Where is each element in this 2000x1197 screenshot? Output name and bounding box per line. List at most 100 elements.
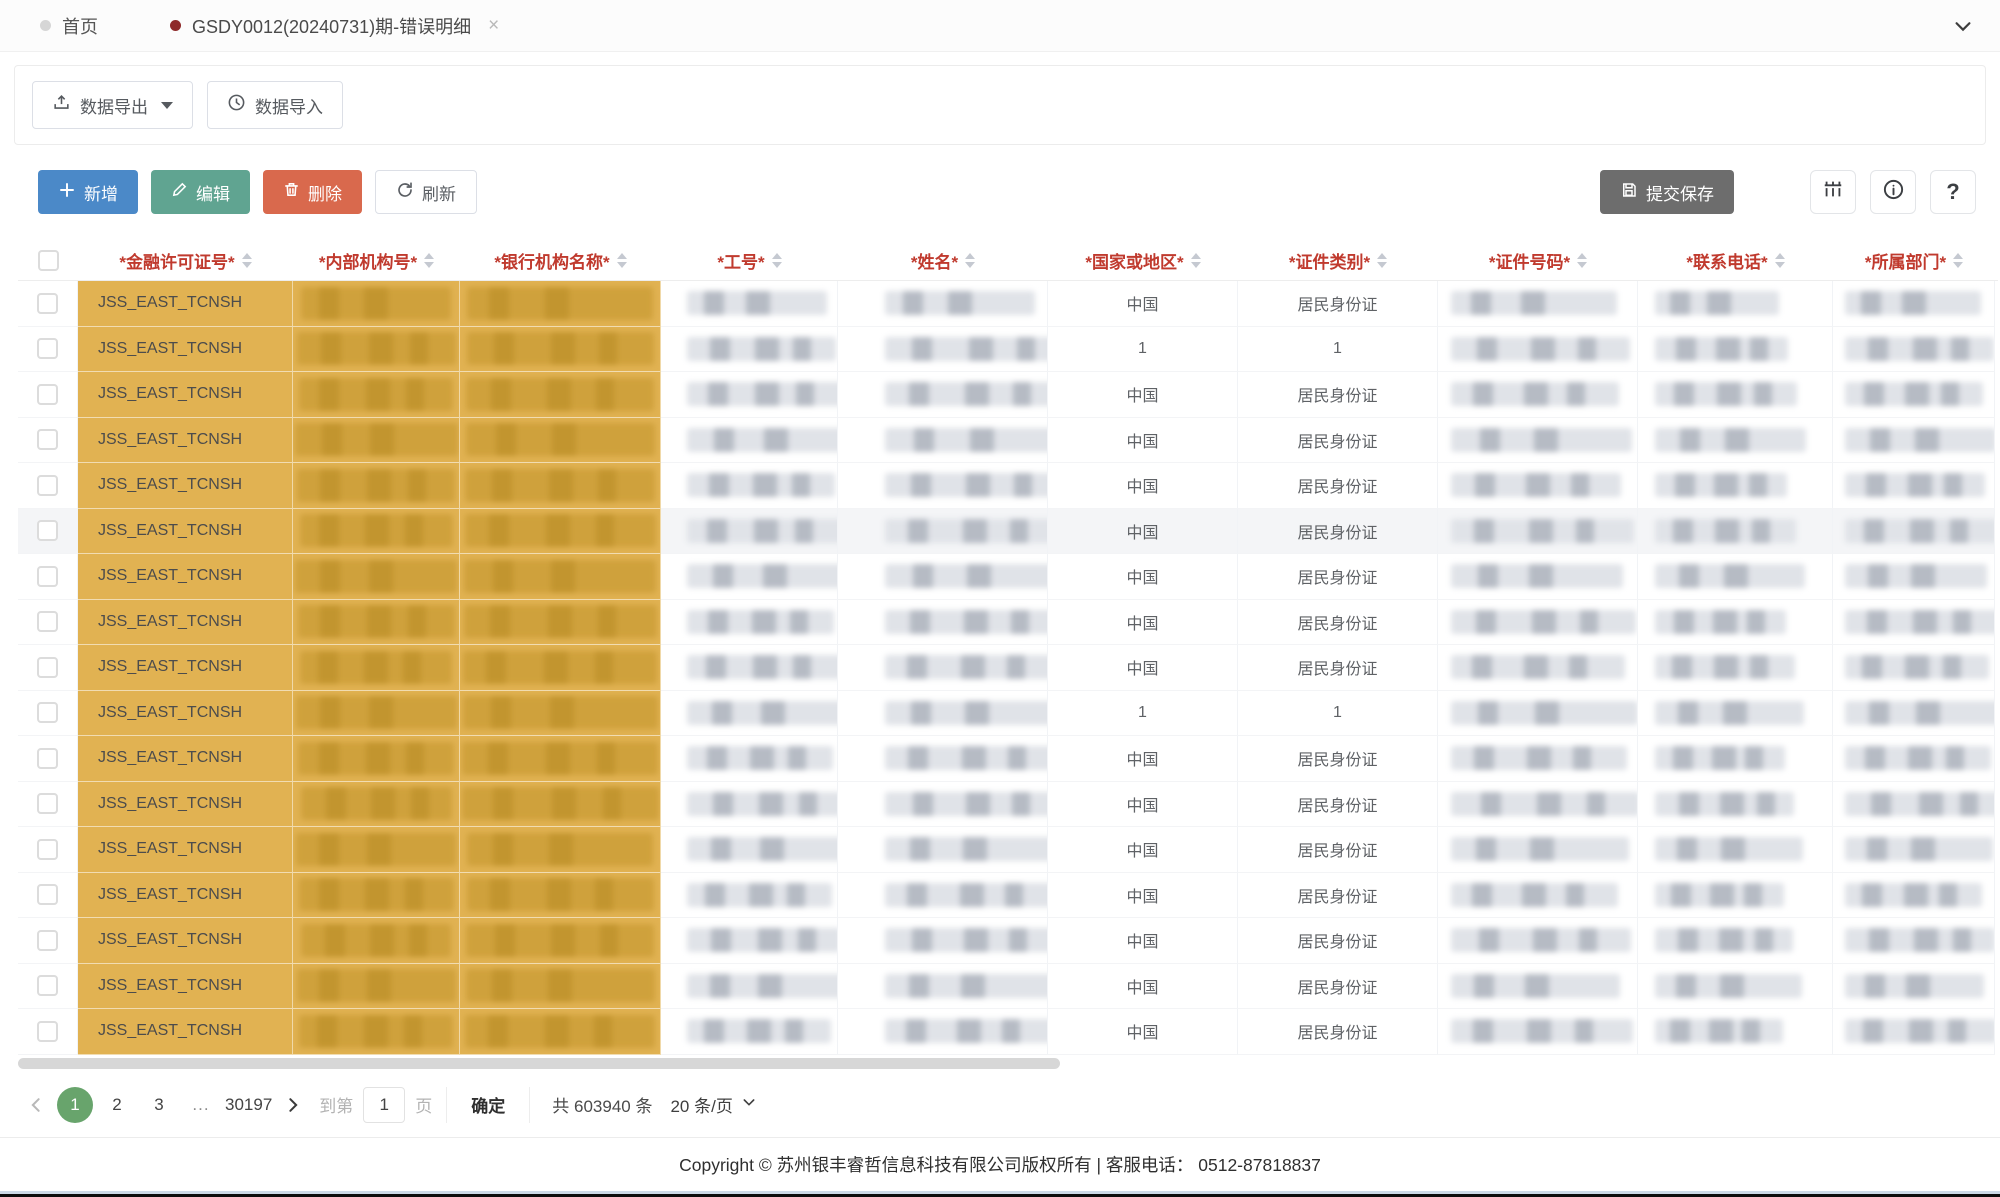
row-checkbox[interactable] (37, 702, 58, 724)
goto-page-input[interactable] (363, 1086, 406, 1123)
submit-save-button[interactable]: 提交保存 (1600, 170, 1734, 214)
scrollbar-thumb[interactable] (18, 1057, 1060, 1069)
sort-icon[interactable] (1577, 253, 1588, 268)
chevron-down-icon[interactable] (1952, 15, 1974, 37)
row-checkbox[interactable] (37, 838, 58, 860)
help-button[interactable]: ? (1930, 170, 1976, 214)
row-checkbox[interactable] (37, 338, 58, 360)
sort-icon[interactable] (424, 253, 435, 268)
page-button-3[interactable]: 3 (154, 1094, 164, 1114)
column-header-3[interactable]: *银行机构名称* (460, 241, 661, 280)
table-row[interactable]: JSS_EAST_TCNSH 1 1 (18, 326, 1998, 372)
table-row[interactable]: JSS_EAST_TCNSH 中国 居民身份证 (18, 599, 1998, 645)
refresh-button[interactable]: 刷新 (375, 170, 477, 214)
sort-icon[interactable] (771, 253, 782, 268)
table-row[interactable]: JSS_EAST_TCNSH 中国 居民身份证 (18, 281, 1998, 327)
table-row[interactable]: JSS_EAST_TCNSH 中国 居民身份证 (18, 872, 1998, 918)
column-label: *证件号码* (1488, 253, 1571, 272)
per-page-select[interactable]: 20 条/页 (670, 1092, 756, 1117)
prev-page-icon[interactable] (20, 1088, 54, 1122)
sort-icon[interactable] (1774, 253, 1785, 268)
column-label: *国家或地区* (1085, 253, 1184, 272)
table-row[interactable]: JSS_EAST_TCNSH 中国 居民身份证 (18, 463, 1998, 509)
edit-button[interactable]: 编辑 (151, 170, 250, 214)
sort-icon[interactable] (1377, 253, 1388, 268)
row-checkbox[interactable] (37, 611, 58, 633)
tab-home[interactable]: 首页 (30, 0, 108, 51)
confirm-button[interactable]: 确定 (446, 1086, 531, 1123)
sort-icon[interactable] (965, 253, 976, 268)
redacted-value (687, 473, 835, 498)
column-header-9[interactable]: *联系电话* (1638, 241, 1833, 280)
phone-cell (1638, 599, 1833, 645)
row-checkbox[interactable] (37, 429, 58, 451)
row-checkbox[interactable] (37, 383, 58, 405)
row-checkbox[interactable] (37, 565, 58, 587)
table-body: JSS_EAST_TCNSH 中国 居民身份证 JSS_EAST_TCNSH 1 1 JSS… (18, 281, 1998, 1055)
table-row[interactable]: JSS_EAST_TCNSH 中国 居民身份证 (18, 963, 1998, 1009)
page-button-2[interactable]: 2 (112, 1094, 122, 1114)
delete-button[interactable]: 删除 (263, 170, 362, 214)
row-checkbox[interactable] (37, 884, 58, 906)
next-page-icon[interactable] (275, 1088, 309, 1122)
page-button-1[interactable]: 1 (57, 1086, 93, 1123)
table-row[interactable]: JSS_EAST_TCNSH 中国 居民身份证 (18, 417, 1998, 463)
table-row[interactable]: JSS_EAST_TCNSH 中国 居民身份证 (18, 554, 1998, 600)
table-row[interactable]: JSS_EAST_TCNSH 中国 居民身份证 (18, 508, 1998, 554)
row-checkbox[interactable] (37, 747, 58, 769)
country-cell: 1 (1048, 326, 1238, 372)
id-number-cell (1438, 827, 1638, 873)
id-number-cell (1438, 645, 1638, 691)
internal-org-cell (293, 1009, 460, 1055)
sort-icon[interactable] (616, 253, 627, 268)
data-import-button[interactable]: 数据导入 (207, 81, 343, 129)
column-settings-button[interactable] (1810, 170, 1856, 214)
redacted-value (1655, 655, 1795, 680)
row-checkbox[interactable] (37, 793, 58, 815)
bank-name-cell (460, 281, 661, 327)
row-checkbox[interactable] (37, 656, 58, 678)
row-checkbox[interactable] (37, 520, 58, 542)
sort-icon[interactable] (1953, 253, 1964, 268)
table-row[interactable]: JSS_EAST_TCNSH 1 1 (18, 690, 1998, 736)
close-icon[interactable]: × (488, 14, 500, 36)
row-checkbox[interactable] (37, 929, 58, 951)
add-button[interactable]: 新增 (38, 170, 138, 214)
column-header-1[interactable]: *金融许可证号* (78, 241, 293, 280)
select-all-checkbox[interactable] (37, 250, 59, 271)
phone-cell (1638, 645, 1833, 691)
info-button[interactable] (1870, 170, 1916, 214)
redacted-value (1845, 1019, 1994, 1044)
column-header-2[interactable]: *内部机构号* (293, 241, 460, 280)
table-row[interactable]: JSS_EAST_TCNSH 中国 居民身份证 (18, 736, 1998, 782)
column-header-8[interactable]: *证件号码* (1438, 241, 1638, 280)
column-header-6[interactable]: *国家或地区* (1048, 241, 1238, 280)
phone-cell (1638, 918, 1833, 964)
sort-icon[interactable] (1190, 253, 1201, 268)
column-header-5[interactable]: *姓名* (838, 241, 1048, 280)
id-type-cell: 居民身份证 (1238, 736, 1438, 782)
sort-icon[interactable] (241, 253, 252, 268)
column-header-7[interactable]: *证件类别* (1238, 241, 1438, 280)
table-row[interactable]: JSS_EAST_TCNSH 中国 居民身份证 (18, 1009, 1998, 1055)
row-checkbox[interactable] (37, 975, 58, 997)
table-row[interactable]: JSS_EAST_TCNSH 中国 居民身份证 (18, 781, 1998, 827)
row-checkbox[interactable] (37, 474, 58, 496)
id-number-cell (1438, 554, 1638, 600)
page-button-30197[interactable]: 30197 (225, 1094, 273, 1114)
table-row[interactable]: JSS_EAST_TCNSH 中国 居民身份证 (18, 918, 1998, 964)
row-select-cell (18, 827, 78, 873)
redacted-value (687, 700, 837, 725)
submit-save-label: 提交保存 (1646, 184, 1714, 204)
employee-id-cell (661, 281, 838, 327)
column-header-10[interactable]: *所属部门* (1833, 241, 1995, 280)
table-row[interactable]: JSS_EAST_TCNSH 中国 居民身份证 (18, 827, 1998, 873)
row-checkbox[interactable] (37, 292, 58, 314)
row-checkbox[interactable] (37, 1020, 58, 1042)
column-header-4[interactable]: *工号* (661, 241, 838, 280)
tab-error-detail[interactable]: GSDY0012(20240731)期-错误明细 × (160, 0, 509, 51)
phone-cell (1638, 372, 1833, 418)
data-export-button[interactable]: 数据导出 (32, 81, 193, 129)
table-row[interactable]: JSS_EAST_TCNSH 中国 居民身份证 (18, 645, 1998, 691)
table-row[interactable]: JSS_EAST_TCNSH 中国 居民身份证 (18, 372, 1998, 418)
